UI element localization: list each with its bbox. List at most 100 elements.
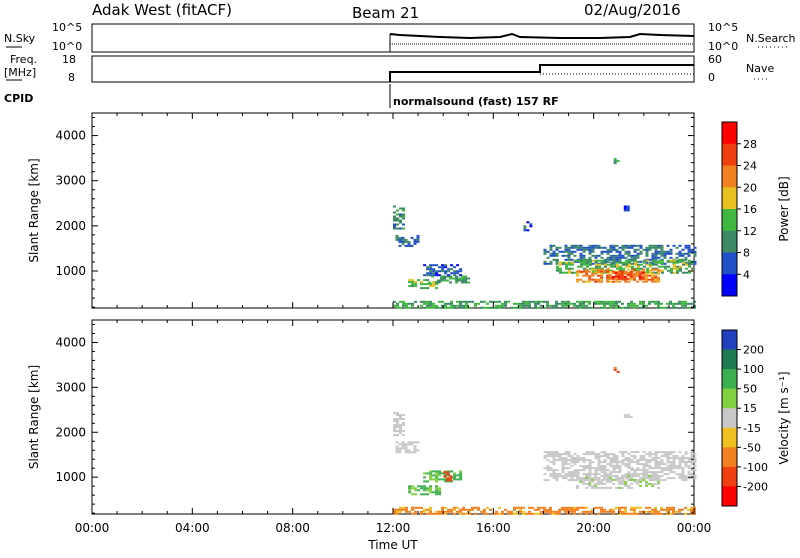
power-cell <box>413 238 417 241</box>
velocity-cell <box>507 512 510 515</box>
velocity-cell <box>552 473 556 476</box>
velocity-cell <box>678 473 682 476</box>
power-cell <box>588 256 592 259</box>
power-cell <box>609 250 613 253</box>
velocity-cell <box>678 465 682 468</box>
velocity-cell <box>558 475 562 478</box>
velocity-cell <box>669 512 672 515</box>
velocity-cell <box>573 469 577 472</box>
velocity-cell <box>645 477 649 480</box>
time-tick-label: 12:00 <box>376 521 411 535</box>
power-cell <box>608 273 612 276</box>
velocity-cell <box>483 508 486 511</box>
power-cell <box>573 244 577 247</box>
power-cell <box>603 302 606 305</box>
velocity-cell <box>398 443 402 446</box>
velocity-cell <box>591 480 595 483</box>
power-cell <box>591 248 595 251</box>
velocity-cell <box>618 465 622 468</box>
power-cell <box>435 272 439 275</box>
power-cell <box>597 246 601 249</box>
velocity-cell <box>627 459 631 462</box>
power-cell <box>574 259 577 262</box>
velocity-cell <box>453 512 456 515</box>
power-cell <box>576 260 580 263</box>
power-cell <box>461 277 465 280</box>
velocity-cell <box>597 463 601 466</box>
velocity-cell <box>453 478 457 481</box>
velocity-cell <box>395 441 399 444</box>
power-cell <box>410 236 414 239</box>
power-cell <box>633 278 637 281</box>
velocity-cell <box>606 510 609 513</box>
velocity-cell <box>459 512 462 515</box>
power-cell <box>401 236 405 239</box>
velocity-cell <box>443 471 447 474</box>
velocity-cell <box>651 457 655 460</box>
power-cell <box>673 259 676 262</box>
power-cell <box>678 250 682 253</box>
velocity-cell <box>393 426 396 429</box>
power-cell <box>480 300 483 303</box>
velocity-cell <box>546 469 550 472</box>
velocity-cell <box>573 479 577 482</box>
power-cell <box>402 302 405 305</box>
velocity-cell <box>657 457 661 460</box>
power-cell <box>633 254 637 257</box>
velocity-cell <box>657 480 661 483</box>
velocity-cell <box>576 486 580 489</box>
power-cell <box>594 272 598 275</box>
power-cell <box>639 302 642 305</box>
velocity-cell <box>651 474 655 477</box>
velocity-cell <box>561 457 565 460</box>
velocity-cell <box>558 508 561 511</box>
velocity-cell <box>480 510 483 513</box>
power-cell <box>453 306 456 309</box>
power-cell <box>447 306 450 309</box>
power-cell <box>441 304 444 307</box>
velocity-cell <box>681 469 685 472</box>
power-cell <box>555 306 558 309</box>
velocity-cell <box>639 479 643 482</box>
power-cell <box>522 306 525 309</box>
velocity-cell <box>585 465 589 468</box>
power-cell <box>579 300 582 303</box>
power-cell <box>639 306 642 309</box>
power-cell <box>519 306 522 309</box>
power-cell <box>630 246 634 249</box>
velocity-cell <box>675 467 679 470</box>
velocity-cell <box>678 477 682 480</box>
power-cell <box>619 261 622 264</box>
power-cell <box>614 275 618 278</box>
velocity-cell <box>495 512 498 515</box>
velocity-cell <box>438 470 442 473</box>
power-cell <box>654 302 657 305</box>
power-cell <box>609 258 613 261</box>
power-cell <box>641 271 645 274</box>
beam-title: Beam 21 <box>352 4 419 22</box>
velocity-cell <box>645 453 649 456</box>
velocity-cell <box>401 443 405 446</box>
velocity-cell <box>669 463 673 466</box>
power-cell <box>571 271 574 274</box>
velocity-cell <box>621 486 625 489</box>
velocity-cell <box>447 508 450 511</box>
velocity-cell <box>438 472 442 475</box>
velocity-cell <box>531 512 534 515</box>
velocity-cell <box>606 477 610 480</box>
velocity-cell <box>600 451 604 454</box>
velocity-cell <box>402 430 405 433</box>
velocity-cell <box>429 508 432 511</box>
power-cell <box>404 240 408 243</box>
power-cell <box>646 269 649 272</box>
power-cell <box>594 256 598 259</box>
velocity-cell <box>429 485 433 488</box>
power-cell <box>664 265 667 268</box>
power-cell <box>631 259 634 262</box>
velocity-cell <box>588 459 592 462</box>
power-cell <box>501 302 504 305</box>
power-cell <box>645 280 649 283</box>
velocity-cell <box>534 508 537 511</box>
velocity-cell <box>678 467 682 470</box>
power-cell <box>407 242 411 245</box>
